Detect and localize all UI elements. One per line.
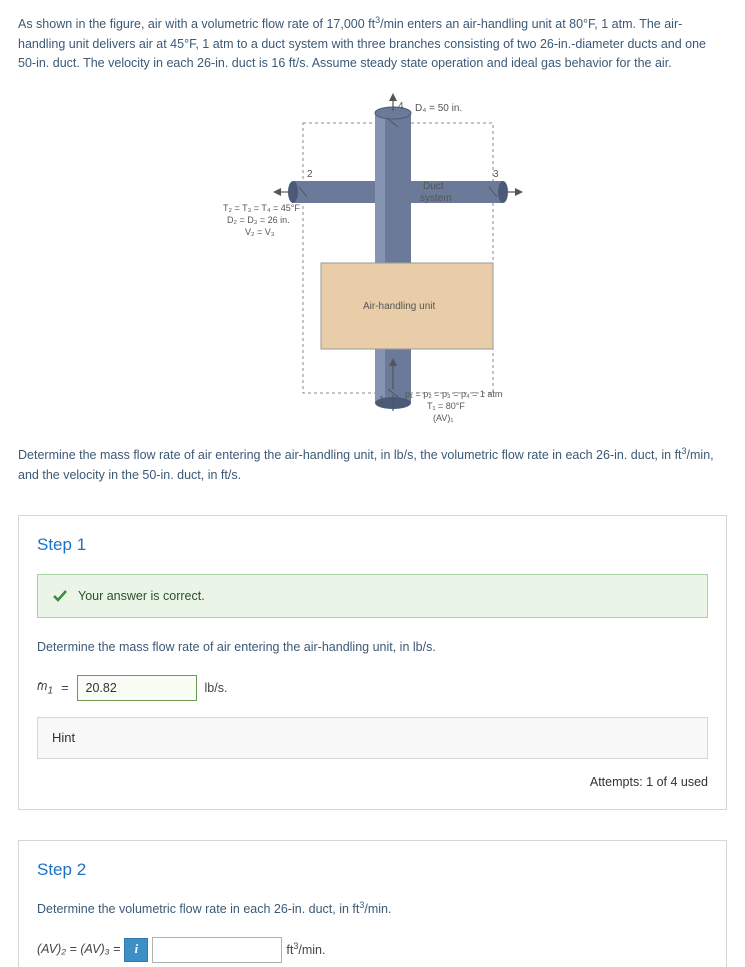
correct-msg: Your answer is correct.: [78, 587, 205, 606]
step2-input-row: (AV)₂ = (AV)₃ = i ft3/min.: [37, 937, 708, 963]
fig-bottom-eq3: (AV)₁: [433, 413, 453, 423]
question-part-c: the velocity in the 50-in. duct, in ft/s…: [42, 468, 241, 482]
step1-title: Step 1: [37, 532, 708, 558]
attempts-text: Attempts: 1 of 4 used: [37, 773, 708, 792]
duct-figure: 4 D₄ = 50 in. 2 3 Duct system T₂ = T₃ = …: [193, 93, 553, 423]
step2-title: Step 2: [37, 857, 708, 883]
step1-input-row: m1 = lb/s.: [37, 675, 708, 701]
question-part-a: Determine the mass flow rate of air ente…: [18, 448, 682, 462]
step2-prompt: Determine the volumetric flow rate in ea…: [37, 899, 708, 919]
step1-section: Step 1 Your answer is correct. Determine…: [18, 515, 727, 810]
fig-port4: 4: [398, 101, 404, 112]
correct-feedback: Your answer is correct.: [37, 574, 708, 619]
fig-port3: 3: [493, 169, 499, 180]
fig-left-eq2: D₂ = D₃ = 26 in.: [227, 215, 290, 225]
step1-unit: lb/s.: [205, 679, 228, 698]
figure-container: 4 D₄ = 50 in. 2 3 Duct system T₂ = T₃ = …: [18, 93, 727, 423]
problem-line1a: As shown in the figure, air with a volum…: [18, 17, 375, 31]
hint-button[interactable]: Hint: [37, 717, 708, 759]
step2-section: Step 2 Determine the volumetric flow rat…: [18, 840, 727, 966]
step2-lhs: (AV)₂ = (AV)₃ =: [37, 940, 120, 959]
fig-duct-label1: Duct: [423, 181, 444, 192]
step2-answer-input[interactable]: [152, 937, 282, 963]
fig-port2: 2: [307, 169, 313, 180]
step1-prompt: Determine the mass flow rate of air ente…: [37, 638, 708, 657]
fig-duct-label2: system: [420, 193, 452, 204]
step1-equals: =: [61, 679, 68, 698]
step2-prompt-a: Determine the volumetric flow rate in ea…: [37, 902, 359, 916]
step2-prompt-b: /min.: [364, 902, 391, 916]
info-icon[interactable]: i: [124, 938, 148, 962]
problem-line3: velocity in each 26-in. duct is 16 ft/s.…: [108, 56, 672, 70]
step1-answer-input[interactable]: [77, 675, 197, 701]
mdot-label: m1: [37, 677, 53, 699]
fig-bottom-eq2: T₁ = 80°F: [427, 401, 465, 411]
fig-left-eq1: T₂ = T₃ = T₄ = 45°F: [223, 203, 300, 213]
fig-port1: 1: [379, 395, 385, 406]
fig-bottom-eq1: p₁ = p₂ = p₃ = p₄ = 1 atm: [405, 389, 502, 399]
fig-left-eq3: V₂ = V₃: [245, 227, 275, 237]
hint-label: Hint: [52, 730, 75, 745]
problem-statement: As shown in the figure, air with a volum…: [18, 14, 727, 73]
fig-top-label: D₄ = 50 in.: [415, 103, 462, 114]
question-text: Determine the mass flow rate of air ente…: [18, 445, 727, 485]
step2-unit: ft3/min.: [286, 940, 325, 960]
fig-ahu-label: Air-handling unit: [363, 301, 435, 312]
check-icon: [52, 588, 68, 604]
